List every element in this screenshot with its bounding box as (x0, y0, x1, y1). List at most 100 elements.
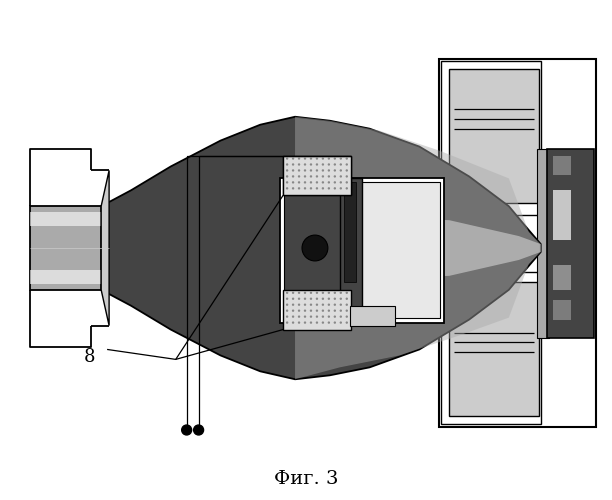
Bar (537, 148, 548, 338)
Circle shape (346, 304, 348, 306)
Circle shape (334, 298, 336, 300)
Circle shape (340, 187, 342, 190)
Bar (280, 178, 444, 322)
Circle shape (304, 187, 306, 190)
Circle shape (334, 316, 336, 318)
Circle shape (286, 316, 288, 318)
Circle shape (322, 310, 324, 312)
Bar (439, 59, 596, 427)
Circle shape (322, 175, 324, 178)
Circle shape (327, 187, 330, 190)
Circle shape (298, 310, 300, 312)
Circle shape (310, 164, 312, 166)
Circle shape (334, 310, 336, 312)
Bar (29, 270, 109, 284)
Bar (449, 69, 539, 203)
Circle shape (310, 310, 312, 312)
Bar (29, 212, 109, 226)
Circle shape (304, 304, 306, 306)
Circle shape (292, 292, 294, 294)
Circle shape (316, 181, 318, 184)
Circle shape (286, 170, 288, 172)
Circle shape (304, 316, 306, 318)
Circle shape (182, 425, 192, 435)
Circle shape (304, 170, 306, 172)
Circle shape (327, 175, 330, 178)
Circle shape (292, 316, 294, 318)
Circle shape (292, 170, 294, 172)
Polygon shape (101, 170, 109, 326)
Circle shape (298, 181, 300, 184)
Circle shape (310, 304, 312, 306)
Circle shape (286, 304, 288, 306)
Circle shape (292, 322, 294, 324)
Circle shape (327, 316, 330, 318)
Bar (340, 178, 362, 322)
Circle shape (298, 164, 300, 166)
Circle shape (327, 170, 330, 172)
Circle shape (327, 322, 330, 324)
Circle shape (322, 322, 324, 324)
Circle shape (286, 158, 288, 160)
Circle shape (322, 181, 324, 184)
Circle shape (334, 187, 336, 190)
Circle shape (334, 292, 336, 294)
Circle shape (327, 292, 330, 294)
Circle shape (292, 175, 294, 178)
Circle shape (346, 181, 348, 184)
Circle shape (286, 164, 288, 166)
Circle shape (334, 164, 336, 166)
Circle shape (322, 158, 324, 160)
Circle shape (304, 175, 306, 178)
Circle shape (302, 235, 328, 261)
Circle shape (346, 170, 348, 172)
Polygon shape (101, 116, 540, 380)
Circle shape (193, 425, 204, 435)
Circle shape (327, 158, 330, 160)
Circle shape (298, 170, 300, 172)
Polygon shape (295, 116, 540, 380)
Circle shape (304, 181, 306, 184)
Circle shape (298, 304, 300, 306)
Circle shape (286, 310, 288, 312)
Circle shape (322, 170, 324, 172)
Bar (553, 265, 570, 290)
Circle shape (298, 158, 300, 160)
Circle shape (286, 181, 288, 184)
Circle shape (304, 310, 306, 312)
Bar (553, 156, 570, 176)
Circle shape (340, 175, 342, 178)
Circle shape (316, 175, 318, 178)
Circle shape (304, 298, 306, 300)
Circle shape (298, 292, 300, 294)
Circle shape (286, 298, 288, 300)
Circle shape (292, 310, 294, 312)
Circle shape (286, 322, 288, 324)
Bar (547, 148, 594, 338)
Bar (441, 61, 540, 215)
Circle shape (340, 316, 342, 318)
Circle shape (316, 304, 318, 306)
Circle shape (310, 158, 312, 160)
Bar (553, 300, 570, 320)
Circle shape (292, 158, 294, 160)
Bar (553, 190, 570, 240)
Circle shape (298, 175, 300, 178)
Circle shape (292, 298, 294, 300)
Circle shape (340, 322, 342, 324)
Circle shape (340, 164, 342, 166)
Circle shape (316, 158, 318, 160)
Circle shape (346, 316, 348, 318)
Circle shape (334, 170, 336, 172)
Circle shape (346, 298, 348, 300)
Circle shape (316, 310, 318, 312)
Circle shape (304, 322, 306, 324)
Circle shape (322, 304, 324, 306)
Circle shape (286, 292, 288, 294)
Circle shape (327, 310, 330, 312)
Circle shape (316, 322, 318, 324)
Circle shape (322, 316, 324, 318)
Circle shape (304, 164, 306, 166)
Text: Фиг. 3: Фиг. 3 (274, 470, 338, 488)
Circle shape (310, 298, 312, 300)
